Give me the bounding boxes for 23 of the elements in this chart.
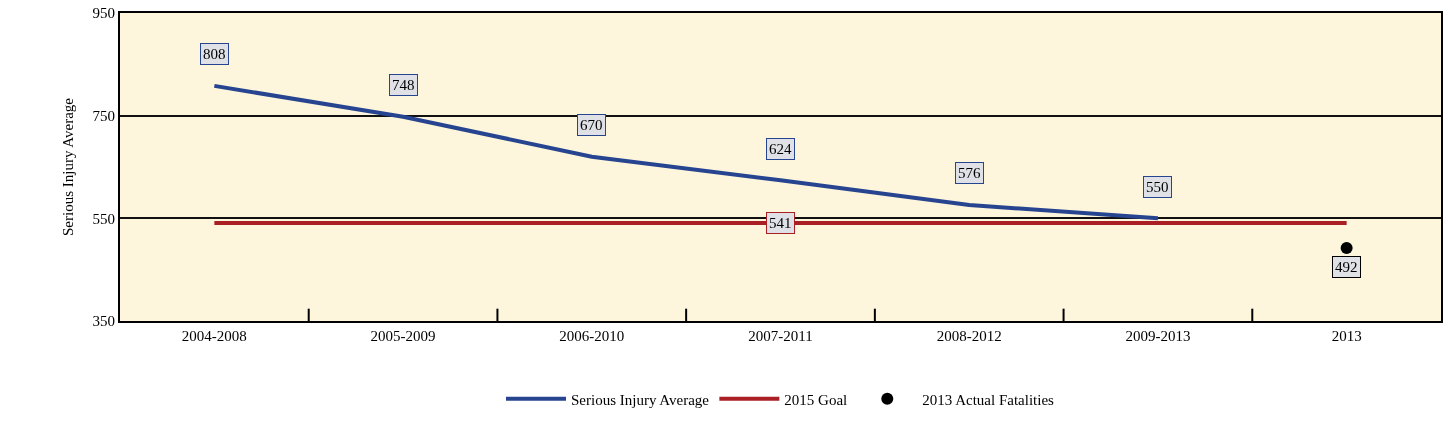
y-tick-label: 350 [92, 313, 115, 330]
data-label: 550 [1146, 179, 1169, 195]
y-tick-label: 550 [92, 210, 115, 227]
x-tick-label: 2013 [1331, 328, 1362, 344]
x-tick-label: 2005-2009 [370, 328, 436, 344]
legend-label: Serious Injury Average [571, 391, 710, 408]
y-axis-title: Serious Injury Average [60, 97, 77, 237]
data-label: 748 [392, 77, 415, 93]
x-tick-label: 2008-2012 [936, 328, 1002, 344]
data-label: 576 [958, 165, 981, 181]
data-label: 670 [580, 117, 603, 133]
x-tick-label: 2009-2013 [1125, 328, 1191, 344]
legend-label: 2015 Goal [784, 391, 848, 408]
x-tick-label: 2007-2011 [748, 328, 813, 344]
y-tick-label: 950 [92, 5, 115, 22]
y-tick-label: 750 [92, 107, 115, 124]
x-tick-label: 2006-2010 [559, 328, 625, 344]
data-label: 624 [769, 141, 792, 157]
legend-label: 2013 Actual Fatalities [922, 391, 1055, 408]
data-label: 541 [769, 215, 792, 231]
data-label: 492 [1335, 259, 1358, 275]
x-tick-label: 2004-2008 [181, 328, 247, 344]
data-label: 808 [203, 46, 226, 62]
